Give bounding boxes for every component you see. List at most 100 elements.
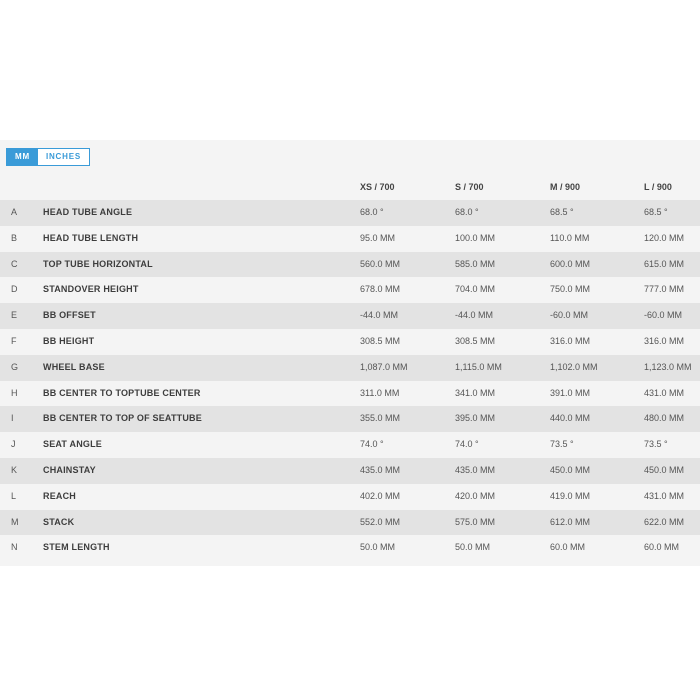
- value-m: 600.0 MM: [550, 258, 591, 269]
- row-label: HEAD TUBE LENGTH: [43, 232, 139, 243]
- value-s: 575.0 MM: [455, 516, 496, 527]
- value-l: 450.0 MM: [644, 464, 685, 475]
- value-m: 73.5 °: [550, 439, 574, 450]
- value-l: 431.0 MM: [644, 387, 685, 398]
- row-label: BB HEIGHT: [43, 335, 95, 346]
- value-l: 480.0 MM: [644, 413, 685, 424]
- value-m: 419.0 MM: [550, 490, 591, 501]
- row-label: HEAD TUBE ANGLE: [43, 207, 133, 217]
- row-letter: L: [11, 490, 17, 501]
- value-xs: 678.0 MM: [360, 284, 401, 295]
- value-l: 431.0 MM: [644, 490, 685, 501]
- value-xs: 1,087.0 MM: [360, 361, 408, 372]
- row-letter: C: [11, 258, 18, 269]
- value-l: 68.5 °: [644, 207, 668, 217]
- value-l: 777.0 MM: [644, 284, 685, 295]
- row-label: BB CENTER TO TOP OF SEATTUBE: [43, 413, 202, 424]
- value-l: 73.5 °: [644, 439, 668, 450]
- table-row: G WHEEL BASE 1,087.0 MM 1,115.0 MM 1,102…: [0, 354, 700, 381]
- row-letter: N: [11, 542, 18, 553]
- value-m: 1,102.0 MM: [550, 361, 598, 372]
- value-s: 74.0 °: [455, 439, 479, 450]
- inches-unit-button[interactable]: INCHES: [37, 149, 89, 165]
- value-xs: 68.0 °: [360, 207, 384, 217]
- row-label: STACK: [43, 516, 75, 527]
- row-label: WHEEL BASE: [43, 361, 105, 372]
- value-l: 1,123.0 MM: [644, 361, 692, 372]
- value-s: -44.0 MM: [455, 310, 494, 321]
- row-letter: B: [11, 232, 18, 243]
- value-m: 750.0 MM: [550, 284, 591, 295]
- row-label: BB OFFSET: [43, 310, 96, 321]
- row-label: STEM LENGTH: [43, 542, 110, 553]
- size-header-row: XS / 700 S / 700 M / 900 L / 900: [0, 178, 700, 198]
- geometry-panel: MM INCHES XS / 700 S / 700 M / 900 L / 9…: [0, 140, 700, 566]
- table-row: E BB OFFSET -44.0 MM -44.0 MM -60.0 MM -…: [0, 303, 700, 329]
- value-xs: 50.0 MM: [360, 542, 396, 553]
- value-s: 704.0 MM: [455, 284, 496, 295]
- size-column-header-xs: XS / 700: [360, 182, 395, 192]
- value-m: 450.0 MM: [550, 464, 591, 475]
- value-xs: 552.0 MM: [360, 516, 401, 527]
- table-row: L REACH 402.0 MM 420.0 MM 419.0 MM 431.0…: [0, 483, 700, 510]
- row-label: TOP TUBE HORIZONTAL: [43, 258, 153, 269]
- value-xs: -44.0 MM: [360, 310, 399, 321]
- row-letter: F: [11, 335, 17, 346]
- value-m: 68.5 °: [550, 207, 574, 217]
- table-row: J SEAT ANGLE 74.0 ° 74.0 ° 73.5 ° 73.5 °: [0, 432, 700, 458]
- table-row: B HEAD TUBE LENGTH 95.0 MM 100.0 MM 110.…: [0, 225, 700, 252]
- value-s: 435.0 MM: [455, 464, 496, 475]
- value-xs: 308.5 MM: [360, 335, 401, 346]
- size-column-header-m: M / 900: [550, 182, 581, 192]
- table-row: N STEM LENGTH 50.0 MM 50.0 MM 60.0 MM 60…: [0, 535, 700, 562]
- table-row: K CHAINSTAY 435.0 MM 435.0 MM 450.0 MM 4…: [0, 457, 700, 484]
- table-row: M STACK 552.0 MM 575.0 MM 612.0 MM 622.0…: [0, 509, 700, 536]
- value-m: 60.0 MM: [550, 542, 586, 553]
- row-label: BB CENTER TO TOPTUBE CENTER: [43, 387, 201, 398]
- value-xs: 355.0 MM: [360, 413, 401, 424]
- value-xs: 95.0 MM: [360, 232, 396, 243]
- row-letter: I: [11, 413, 14, 424]
- value-l: 622.0 MM: [644, 516, 685, 527]
- table-row: I BB CENTER TO TOP OF SEATTUBE 355.0 MM …: [0, 406, 700, 433]
- value-l: 316.0 MM: [644, 335, 685, 346]
- row-letter: K: [11, 464, 18, 475]
- geometry-table: A HEAD TUBE ANGLE 68.0 ° 68.0 ° 68.5 ° 6…: [0, 200, 700, 562]
- value-s: 585.0 MM: [455, 258, 496, 269]
- table-row: A HEAD TUBE ANGLE 68.0 ° 68.0 ° 68.5 ° 6…: [0, 200, 700, 226]
- value-s: 341.0 MM: [455, 387, 496, 398]
- value-m: 110.0 MM: [550, 232, 590, 243]
- value-xs: 560.0 MM: [360, 258, 401, 269]
- value-m: -60.0 MM: [550, 310, 589, 321]
- value-s: 50.0 MM: [455, 542, 491, 553]
- size-column-header-s: S / 700: [455, 182, 484, 192]
- row-letter: D: [11, 284, 18, 295]
- value-s: 308.5 MM: [455, 335, 496, 346]
- row-letter: G: [11, 361, 19, 372]
- row-letter: M: [11, 516, 19, 527]
- value-xs: 311.0 MM: [360, 387, 400, 398]
- row-label: REACH: [43, 490, 77, 501]
- row-letter: J: [11, 439, 16, 450]
- value-s: 420.0 MM: [455, 490, 496, 501]
- value-l: 120.0 MM: [644, 232, 685, 243]
- mm-unit-button[interactable]: MM: [7, 149, 38, 165]
- row-label: CHAINSTAY: [43, 464, 96, 475]
- size-column-header-l: L / 900: [644, 182, 672, 192]
- value-l: -60.0 MM: [644, 310, 683, 321]
- row-letter: A: [11, 207, 18, 217]
- value-xs: 402.0 MM: [360, 490, 401, 501]
- value-m: 316.0 MM: [550, 335, 591, 346]
- row-letter: H: [11, 387, 18, 398]
- value-m: 612.0 MM: [550, 516, 591, 527]
- table-row: F BB HEIGHT 308.5 MM 308.5 MM 316.0 MM 3…: [0, 328, 700, 355]
- row-letter: E: [11, 310, 18, 321]
- value-s: 1,115.0 MM: [455, 361, 502, 372]
- value-xs: 74.0 °: [360, 439, 384, 450]
- value-s: 68.0 °: [455, 207, 479, 217]
- value-m: 440.0 MM: [550, 413, 591, 424]
- table-row: H BB CENTER TO TOPTUBE CENTER 311.0 MM 3…: [0, 380, 700, 407]
- value-xs: 435.0 MM: [360, 464, 401, 475]
- table-row: D STANDOVER HEIGHT 678.0 MM 704.0 MM 750…: [0, 277, 700, 304]
- value-s: 100.0 MM: [455, 232, 496, 243]
